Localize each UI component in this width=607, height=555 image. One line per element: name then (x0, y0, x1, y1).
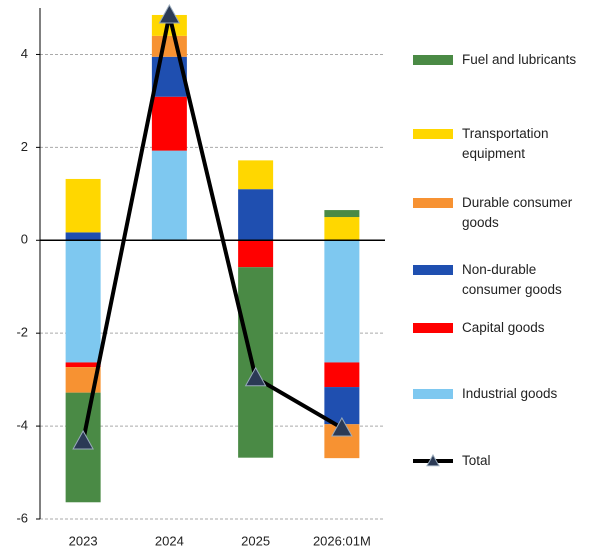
bar-segment (324, 240, 360, 363)
legend-marker (426, 453, 440, 467)
x-tick-label: 2025 (241, 533, 270, 548)
y-tick-label: -2 (16, 325, 28, 340)
y-tick-label: 4 (21, 46, 28, 61)
bar-segment (238, 267, 274, 458)
legend-label: Capital goods (462, 320, 545, 335)
legend-label: Non-durable consumer goods (462, 262, 562, 297)
legend-label: Transportation equipment (462, 126, 549, 161)
legend-swatch (413, 265, 453, 275)
legend-swatch (413, 55, 453, 65)
bar-segment (65, 240, 101, 363)
bar-segment (65, 232, 101, 241)
bar-segment (238, 189, 274, 241)
legend-label: Total (462, 453, 491, 468)
bar-segment (151, 96, 187, 151)
x-tick-label: 2023 (69, 533, 98, 548)
y-tick-label: 2 (21, 139, 28, 154)
total-marker (72, 429, 94, 450)
legend-swatch (413, 129, 453, 139)
bar-segment (238, 240, 274, 268)
bar-segment (238, 160, 274, 190)
legend-label: Durable consumer goods (462, 195, 573, 230)
legend-label: Industrial goods (462, 386, 558, 401)
bar-segment (324, 217, 360, 241)
y-tick-label: -4 (16, 418, 28, 433)
bar-segment (151, 35, 187, 57)
bar-segment (151, 150, 187, 241)
y-tick-label: 0 (21, 232, 28, 247)
legend-label: Fuel and lubricants (462, 52, 577, 67)
total-marker (331, 416, 353, 437)
legend-swatch (413, 389, 453, 399)
total-marker (158, 3, 181, 24)
bar-segment (65, 178, 101, 233)
bar-segment (324, 210, 360, 218)
total-line (81, 14, 343, 442)
total-marker (244, 366, 267, 387)
x-tick-label: 2024 (155, 533, 184, 548)
bar-segment (65, 362, 101, 368)
legend-swatch (413, 323, 453, 333)
legend-swatch (413, 198, 453, 208)
x-tick-label: 2026:01M (313, 533, 371, 548)
bar-segment (324, 362, 360, 388)
y-tick-label: -6 (16, 510, 28, 525)
